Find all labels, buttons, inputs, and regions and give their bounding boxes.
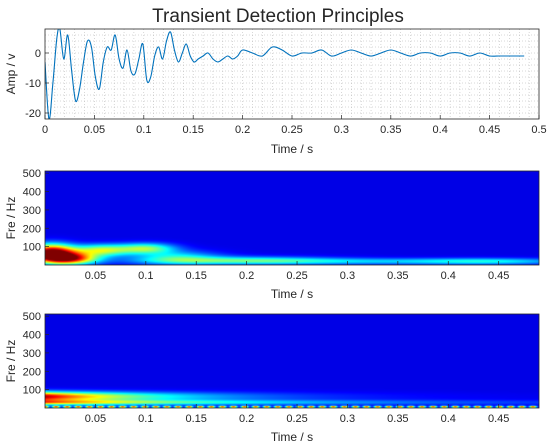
spectrogram-2-y-tick-label: 400 (23, 330, 41, 342)
spectrogram-1-x-ticks: 0.05 0.1 0.15 0.2 0.25 0.3 0.35 0.4 0.45 (85, 261, 509, 282)
spectrogram-1-x-tick-label: 0.1 (138, 270, 153, 282)
spectrogram-2-x-tick-label: 0.3 (340, 413, 355, 425)
spectrogram-panel-2: 0.05 0.1 0.15 0.2 0.25 0.3 0.35 0.4 0.45 100 200 3… (4, 311, 540, 444)
waveform-x-tick-label: 0.25 (281, 124, 302, 136)
spectrogram-2-y-tick-label: 300 (23, 348, 41, 360)
spectrogram-2-x-tick-label: 0.1 (138, 413, 153, 425)
waveform-x-tick-label: 0 (42, 124, 48, 136)
waveform-x-tick-label: 0.3 (334, 124, 349, 136)
waveform-x-tick-label: 0.5 (531, 124, 546, 136)
spectrogram-2-y-tick-label: 100 (23, 385, 41, 397)
spectrogram-1-x-tick-label: 0.45 (488, 270, 509, 282)
waveform-y-axis-label: Amp / v (4, 54, 18, 95)
waveform-x-tick-label: 0.35 (380, 124, 401, 136)
spectrogram-1-x-tick-label: 0.05 (85, 270, 106, 282)
chart-title: Transient Detection Principles (152, 6, 404, 27)
waveform-grid (45, 29, 539, 119)
spectrogram-2-x-tick-label: 0.15 (186, 413, 207, 425)
spectrogram-2-x-tick-label: 0.4 (441, 413, 456, 425)
waveform-x-tick-label: 0.4 (433, 124, 448, 136)
waveform-x-tick-label: 0.2 (235, 124, 250, 136)
waveform-y-ticks: -20 -10 0 (25, 48, 49, 120)
waveform-x-axis-label: Time / s (271, 142, 313, 156)
spectrogram-1-x-axis-label: Time / s (271, 287, 313, 301)
spectrogram-1-axes-box (44, 170, 540, 266)
spectrogram-1-y-ticks: 100 200 300 400 500 (23, 168, 49, 254)
spectrogram-2-y-ticks: 100 200 300 400 500 (23, 311, 49, 397)
spectrogram-2-x-tick-label: 0.05 (85, 413, 106, 425)
waveform-series-line (45, 29, 525, 119)
waveform-y-tick-label: -20 (25, 108, 41, 120)
spectrogram-1-y-tick-label: 100 (23, 242, 41, 254)
spectrogram-2-axes-box (44, 313, 540, 409)
waveform-y-tick-label: 0 (35, 48, 41, 60)
spectrogram-1-x-tick-label: 0.2 (239, 270, 254, 282)
spectrogram-2-y-axis-label: Fre / Hz (4, 340, 18, 383)
spectrogram-1-y-tick-label: 200 (23, 223, 41, 235)
spectrogram-1-x-tick-label: 0.4 (441, 270, 456, 282)
waveform-x-tick-label: 0.05 (84, 124, 105, 136)
spectrogram-2-x-tick-label: 0.35 (387, 413, 408, 425)
spectrogram-1-image (45, 171, 539, 265)
waveform-x-ticks: 0 0.05 0.1 0.15 0.2 0.25 0.3 0.35 0.4 0.45 0.5 (42, 115, 547, 136)
spectrogram-2-y-tick-label: 500 (23, 311, 41, 323)
spectrogram-1-x-tick-label: 0.3 (340, 270, 355, 282)
spectrogram-1-y-axis-label: Fre / Hz (4, 197, 18, 240)
waveform-y-tick-label: -10 (25, 78, 41, 90)
spectrogram-2-x-tick-label: 0.25 (286, 413, 307, 425)
spectrogram-2-x-tick-label: 0.45 (488, 413, 509, 425)
spectrogram-2-x-ticks: 0.05 0.1 0.15 0.2 0.25 0.3 0.35 0.4 0.45 (85, 404, 509, 425)
spectrogram-1-y-tick-label: 400 (23, 187, 41, 199)
spectrogram-1-x-tick-label: 0.35 (387, 270, 408, 282)
spectrogram-2-x-tick-label: 0.2 (239, 413, 254, 425)
spectrogram-panel-1: 0.05 0.1 0.15 0.2 0.25 0.3 0.35 0.4 0.45 100 200 3… (4, 168, 540, 301)
waveform-panel: 0 0.05 0.1 0.15 0.2 0.25 0.3 0.35 0.4 0.45 0.5 -20… (4, 28, 547, 156)
spectrogram-2-x-axis-label: Time / s (271, 430, 313, 444)
waveform-x-tick-label: 0.45 (479, 124, 500, 136)
spectrogram-1-x-tick-label: 0.15 (186, 270, 207, 282)
waveform-x-tick-label: 0.15 (182, 124, 203, 136)
spectrogram-2-y-tick-label: 200 (23, 366, 41, 378)
spectrogram-2-image (45, 314, 539, 408)
spectrogram-1-x-tick-label: 0.25 (286, 270, 307, 282)
waveform-x-tick-label: 0.1 (136, 124, 151, 136)
spectrogram-1-y-tick-label: 500 (23, 168, 41, 180)
spectrogram-1-y-tick-label: 300 (23, 205, 41, 217)
